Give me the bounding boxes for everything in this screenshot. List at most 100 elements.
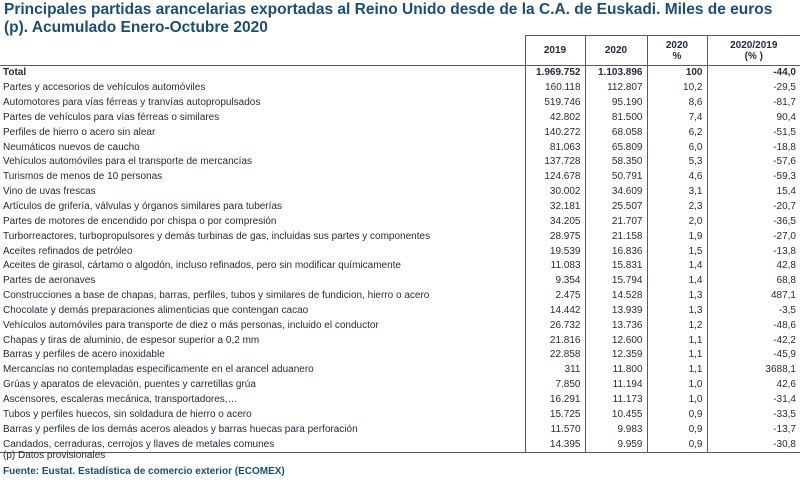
row-2019: 42.802 xyxy=(524,110,585,126)
row-share: 2,3 xyxy=(646,199,707,215)
row-change: -13,7 xyxy=(706,422,800,438)
row-2019: 32.181 xyxy=(524,199,585,215)
row-share: 1,3 xyxy=(646,303,707,319)
table-row: Mercancías no contempladas especificamen… xyxy=(0,362,800,378)
row-2020: 12.600 xyxy=(584,333,647,349)
row-change: 42,6 xyxy=(706,377,800,393)
row-2019: 311 xyxy=(524,362,585,378)
row-2020: 12.359 xyxy=(584,348,647,363)
row-name: Turborreactores, turbopropulsores y demá… xyxy=(3,230,431,242)
row-name: Artículos de grifería, válvulas y órgano… xyxy=(3,201,283,213)
row-share: 6,0 xyxy=(646,140,707,156)
header-change-period: 2020/2019 xyxy=(730,39,778,51)
row-share: 1,9 xyxy=(646,229,707,245)
row-change: -31,4 xyxy=(706,392,800,408)
row-name: Vehículos automóviles para transporte de… xyxy=(3,319,379,331)
row-share: 6,2 xyxy=(646,125,707,141)
table-row: Grúas y aparatos de elevación, puentes y… xyxy=(0,377,800,393)
row-2019: 160.118 xyxy=(524,80,585,96)
row-change: -30,8 xyxy=(706,437,800,453)
row-change: -45,9 xyxy=(706,348,800,363)
row-2020: 13.939 xyxy=(584,303,647,319)
page-title: Principales partidas arancelarias export… xyxy=(4,1,773,36)
row-name: Aceites de girasol, cártamo o algodón, i… xyxy=(3,260,401,272)
row-2019: 124.678 xyxy=(524,169,585,185)
table-row: Artículos de grifería, válvulas y órgano… xyxy=(0,199,800,215)
row-name: Mercancías no contempladas especificamen… xyxy=(3,364,314,376)
row-2020: 50.791 xyxy=(584,169,647,185)
row-name: Grúas y aparatos de elevación, puentes y… xyxy=(3,379,256,391)
row-2020: 58.350 xyxy=(584,155,647,170)
header-2020: 2020 xyxy=(584,35,647,66)
row-2019: 137.728 xyxy=(524,155,585,170)
row-name: Turismos de menos de 10 personas xyxy=(3,171,163,183)
row-share: 0,9 xyxy=(646,437,707,453)
row-share: 1,5 xyxy=(646,244,707,259)
header-change: 2020/2019 (% ) xyxy=(706,35,800,66)
row-share: 1,1 xyxy=(646,348,707,363)
row-2020: 9.983 xyxy=(584,422,647,438)
table-row: Aceites refinados de petróleo 19.539 16.83… xyxy=(0,244,800,259)
row-share: 3,1 xyxy=(646,184,707,200)
row-2019: 9.354 xyxy=(524,273,585,289)
row-2020: 68.058 xyxy=(584,125,647,141)
row-change: -42,2 xyxy=(706,333,800,349)
row-2019: 26.732 xyxy=(524,318,585,334)
row-name: Tubos y perfiles huecos, sin soldadura d… xyxy=(3,408,252,420)
header-2019: 2019 xyxy=(524,35,585,66)
row-change: -29,5 xyxy=(706,80,800,96)
row-2020: 21.158 xyxy=(584,229,647,245)
row-change: -59,3 xyxy=(706,169,800,185)
row-2019: 14.442 xyxy=(524,303,585,319)
table-row: Partes de aeronaves 9.354 15.794 1,4 68,8 xyxy=(0,273,800,289)
row-change: -33,5 xyxy=(706,407,800,423)
row-2020: 112.807 xyxy=(584,80,647,96)
row-name: Aceites refinados de petróleo xyxy=(3,245,133,257)
row-2019: 81.063 xyxy=(524,140,585,156)
table-row: Turismos de menos de 10 personas 124.678 5… xyxy=(0,169,800,185)
table-row: Turborreactores, turbopropulsores y demá… xyxy=(0,229,800,245)
row-share: 1,4 xyxy=(646,273,707,289)
row-2020: 15.794 xyxy=(584,273,647,289)
row-2020: 10.455 xyxy=(584,407,647,423)
row-change: 42,8 xyxy=(706,258,800,274)
row-share: 0,9 xyxy=(646,422,707,438)
row-change: 15,4 xyxy=(706,184,800,200)
row-share: 8,6 xyxy=(646,95,707,111)
row-2020: 21.707 xyxy=(584,214,647,230)
header-blank xyxy=(0,36,525,66)
row-change: -48,6 xyxy=(706,318,800,334)
row-2019: 2.475 xyxy=(524,288,585,304)
total-label: Total xyxy=(0,64,525,81)
table-row: Barras y perfiles de acero inoxidable 22.… xyxy=(0,348,800,363)
table-header-row: 2019 2020 2020 % 2020/2019 (% ) xyxy=(0,35,800,66)
row-name: Chapas y tiras de aluminio, de espesor s… xyxy=(3,334,260,346)
row-share: 1,2 xyxy=(646,318,707,334)
row-2020: 11.800 xyxy=(584,362,647,378)
table-row: Chocolate y demás preparaciones alimenti… xyxy=(0,303,800,319)
row-2020: 11.173 xyxy=(584,392,647,408)
row-2020: 9.959 xyxy=(584,437,647,453)
header-share-year: 2020 xyxy=(665,39,689,51)
row-change: -51,5 xyxy=(706,125,800,141)
row-share: 1,0 xyxy=(646,377,707,393)
row-2019: 11.083 xyxy=(524,258,585,274)
row-change: -57,6 xyxy=(706,155,800,170)
row-2019: 140.272 xyxy=(524,125,585,141)
row-2020: 65.809 xyxy=(584,140,647,156)
row-2019: 28.975 xyxy=(524,229,585,245)
header-share-unit: % xyxy=(672,50,682,62)
row-change: 487,1 xyxy=(706,288,800,304)
row-change: -3,5 xyxy=(706,303,800,319)
table-row: Vehículos automóviles para transporte de… xyxy=(0,318,800,334)
row-share: 0,9 xyxy=(646,407,707,423)
row-2020: 16.836 xyxy=(584,244,647,259)
row-name: Automotores para vías férreas y tranvías… xyxy=(3,97,261,109)
table-row: Partes y accesorios de vehículos automóv… xyxy=(0,80,800,96)
table-row: Automotores para vías férreas y tranvías… xyxy=(0,95,800,111)
row-name: Perfiles de hierro o acero sin alear xyxy=(3,126,156,138)
row-name: Barras y perfiles de los demás aceros al… xyxy=(3,423,358,435)
table-row: Vino de uvas frescas 30.002 34.609 3,1 15,4 xyxy=(0,184,800,200)
row-change: -13,8 xyxy=(706,244,800,259)
row-share: 5,3 xyxy=(646,155,707,170)
